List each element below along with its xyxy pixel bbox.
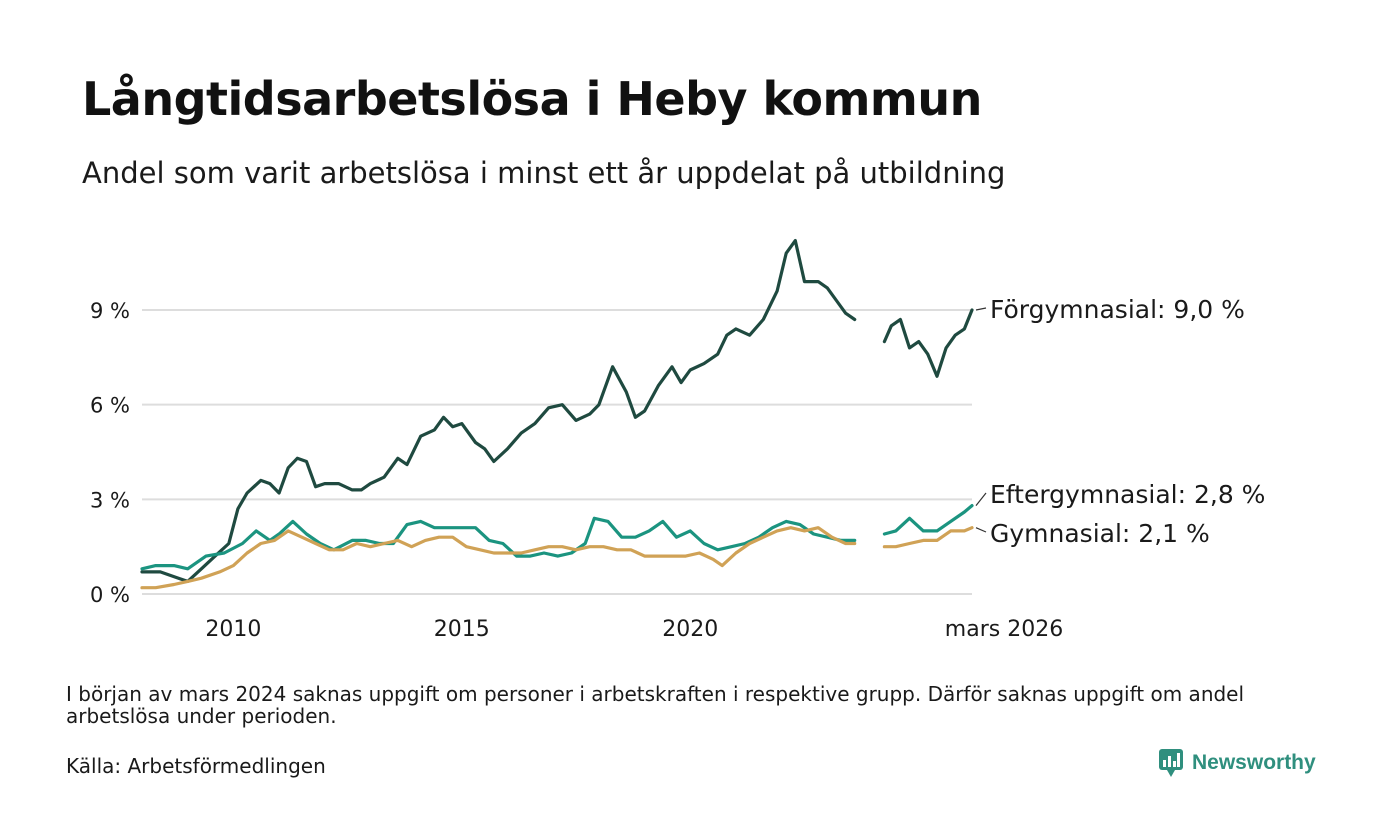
newsworthy-logo[interactable]: Newsworthy — [1158, 748, 1316, 778]
label-leader — [975, 492, 987, 507]
chart-title: Långtidsarbetslösa i Heby kommun — [82, 72, 982, 126]
y-tick-label: 3 % — [90, 488, 130, 512]
y-tick-label: 0 % — [90, 583, 130, 607]
x-tick-label: 2015 — [434, 617, 490, 642]
chart-subtitle: Andel som varit arbetslösa i minst ett å… — [82, 156, 1006, 190]
grid-layer: 0 % 3 % 6 % 9 % 2010 2015 2020 mars 2026 — [90, 299, 1063, 642]
series-line-forgymnasial — [882, 308, 974, 378]
series-end-label-gymnasial: Gymnasial: 2,1 % — [990, 519, 1210, 548]
series-end-label-eftergymnasial: Eftergymnasial: 2,8 % — [990, 480, 1265, 509]
series-line-eftergymnasial — [882, 504, 974, 536]
brand-name: Newsworthy — [1192, 751, 1316, 774]
line-chart: 0 % 3 % 6 % 9 % 2010 2015 2020 mars 2026 Förgym… — [90, 239, 1265, 642]
x-tick-label: 2020 — [662, 617, 718, 642]
series-line-gymnasial — [882, 526, 974, 549]
label-leader — [975, 307, 987, 311]
x-tick-label: mars 2026 — [945, 617, 1063, 642]
series-line-gymnasial — [140, 526, 857, 590]
y-tick-label: 9 % — [90, 299, 130, 323]
x-tick-label: 2010 — [205, 617, 261, 642]
newsworthy-logo-icon — [1159, 749, 1183, 777]
label-layer: Förgymnasial: 9,0 % Eftergymnasial: 2,8 %… — [975, 295, 1265, 548]
series-line-eftergymnasial — [140, 516, 857, 571]
y-tick-label: 6 % — [90, 394, 130, 418]
source-text: Källa: Arbetsförmedlingen — [66, 754, 326, 778]
footnote: I början av mars 2024 saknas uppgift om … — [66, 682, 1245, 728]
label-leader — [975, 527, 987, 533]
series-layer — [140, 239, 974, 590]
series-line-forgymnasial — [140, 239, 857, 583]
series-end-label-forgymnasial: Förgymnasial: 9,0 % — [990, 295, 1245, 324]
